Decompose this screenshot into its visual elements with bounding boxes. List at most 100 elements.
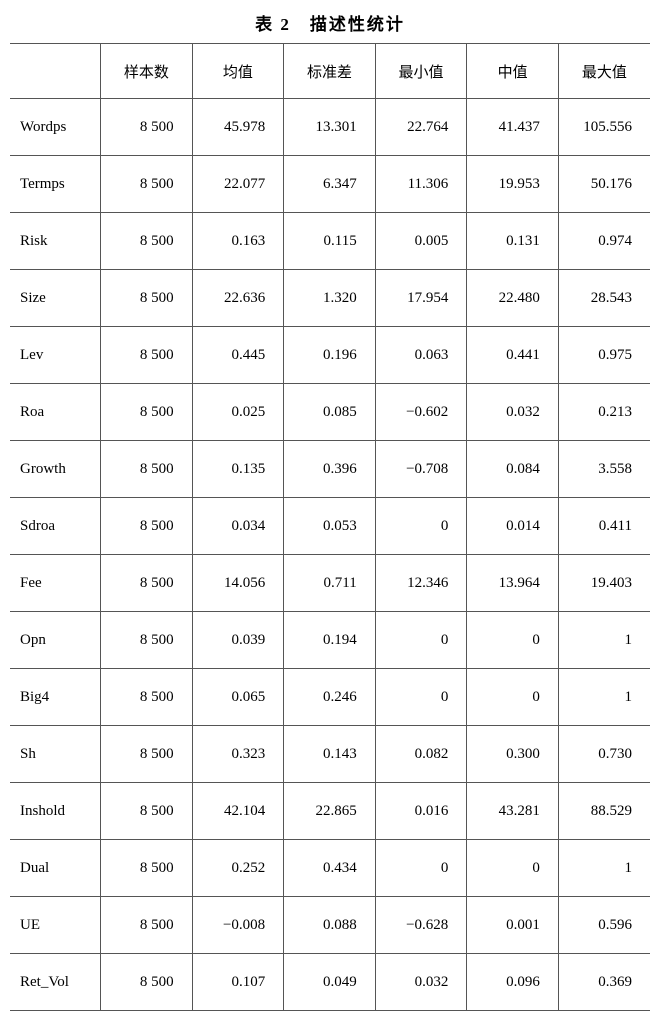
cell-value: 0.063: [375, 327, 467, 384]
row-label: Growth: [10, 441, 101, 498]
cell-value: 0.300: [467, 726, 559, 783]
cell-value: 43.281: [467, 783, 559, 840]
row-label: Termps: [10, 156, 101, 213]
table-row: Lev8 5000.4450.1960.0630.4410.975: [10, 327, 650, 384]
row-label: Sh: [10, 726, 101, 783]
cell-value: 41.437: [467, 99, 559, 156]
cell-value: 8 500: [101, 726, 193, 783]
cell-value: 0.032: [467, 384, 559, 441]
cell-value: 1: [558, 840, 650, 897]
cell-value: 1.320: [284, 270, 376, 327]
cell-value: 0.084: [467, 441, 559, 498]
table-row: Sh8 5000.3230.1430.0820.3000.730: [10, 726, 650, 783]
cell-value: 0.411: [558, 498, 650, 555]
cell-value: 0.441: [467, 327, 559, 384]
table-row: Big48 5000.0650.246001: [10, 669, 650, 726]
cell-value: 0.596: [558, 897, 650, 954]
cell-value: 3.558: [558, 441, 650, 498]
cell-value: 28.543: [558, 270, 650, 327]
cell-value: 0.032: [375, 954, 467, 1011]
cell-value: 0: [375, 498, 467, 555]
table-row: Dual8 5000.2520.434001: [10, 840, 650, 897]
header-col: 中值: [467, 44, 559, 99]
table-title: 表 2 描述性统计: [10, 10, 650, 35]
cell-value: 0.213: [558, 384, 650, 441]
cell-value: 8 500: [101, 441, 193, 498]
cell-value: 13.301: [284, 99, 376, 156]
cell-value: 0.143: [284, 726, 376, 783]
cell-value: 0.025: [192, 384, 284, 441]
cell-value: 8 500: [101, 897, 193, 954]
cell-value: 22.764: [375, 99, 467, 156]
cell-value: 19.403: [558, 555, 650, 612]
cell-value: 0.194: [284, 612, 376, 669]
cell-value: 0.005: [375, 213, 467, 270]
cell-value: 0.396: [284, 441, 376, 498]
row-label: UE: [10, 897, 101, 954]
cell-value: 0.445: [192, 327, 284, 384]
cell-value: 50.176: [558, 156, 650, 213]
cell-value: 8 500: [101, 783, 193, 840]
row-label: Size: [10, 270, 101, 327]
table-row: Ret_Vol8 5000.1070.0490.0320.0960.369: [10, 954, 650, 1011]
header-col: 最大值: [558, 44, 650, 99]
cell-value: 0.711: [284, 555, 376, 612]
row-label: Inshold: [10, 783, 101, 840]
row-label: Roa: [10, 384, 101, 441]
cell-value: 0.088: [284, 897, 376, 954]
cell-value: 8 500: [101, 954, 193, 1011]
header-col: 标准差: [284, 44, 376, 99]
cell-value: 0.014: [467, 498, 559, 555]
cell-value: 0.034: [192, 498, 284, 555]
cell-value: 22.865: [284, 783, 376, 840]
cell-value: −0.602: [375, 384, 467, 441]
cell-value: 22.636: [192, 270, 284, 327]
cell-value: 0.196: [284, 327, 376, 384]
cell-value: 0: [375, 840, 467, 897]
cell-value: 0.163: [192, 213, 284, 270]
cell-value: 8 500: [101, 99, 193, 156]
table-row: Opn8 5000.0390.194001: [10, 612, 650, 669]
cell-value: 17.954: [375, 270, 467, 327]
cell-value: 19.953: [467, 156, 559, 213]
cell-value: 0.135: [192, 441, 284, 498]
cell-value: 0.131: [467, 213, 559, 270]
cell-value: 12.346: [375, 555, 467, 612]
row-label: Lev: [10, 327, 101, 384]
cell-value: 0.323: [192, 726, 284, 783]
cell-value: 8 500: [101, 213, 193, 270]
table-row: Fee8 50014.0560.71112.34613.96419.403: [10, 555, 650, 612]
header-col: 最小值: [375, 44, 467, 99]
cell-value: 8 500: [101, 156, 193, 213]
cell-value: 8 500: [101, 555, 193, 612]
cell-value: 88.529: [558, 783, 650, 840]
cell-value: 0.115: [284, 213, 376, 270]
cell-value: 0: [375, 669, 467, 726]
cell-value: 0.001: [467, 897, 559, 954]
header-blank: [10, 44, 101, 99]
cell-value: 8 500: [101, 270, 193, 327]
cell-value: 13.964: [467, 555, 559, 612]
cell-value: 0.107: [192, 954, 284, 1011]
table-row: Inshold8 50042.10422.8650.01643.28188.52…: [10, 783, 650, 840]
cell-value: 22.077: [192, 156, 284, 213]
cell-value: 0.730: [558, 726, 650, 783]
cell-value: 0.252: [192, 840, 284, 897]
cell-value: 0.434: [284, 840, 376, 897]
cell-value: −0.708: [375, 441, 467, 498]
table-row: Wordps8 50045.97813.30122.76441.437105.5…: [10, 99, 650, 156]
cell-value: 0: [375, 612, 467, 669]
cell-value: 0: [467, 840, 559, 897]
table-row: Growth8 5000.1350.396−0.7080.0843.558: [10, 441, 650, 498]
table-row: Termps8 50022.0776.34711.30619.95350.176: [10, 156, 650, 213]
cell-value: 8 500: [101, 612, 193, 669]
cell-value: 0.082: [375, 726, 467, 783]
cell-value: 22.480: [467, 270, 559, 327]
table-row: Risk8 5000.1630.1150.0050.1310.974: [10, 213, 650, 270]
descriptive-stats-table: 样本数 均值 标准差 最小值 中值 最大值 Wordps8 50045.9781…: [10, 43, 650, 1011]
cell-value: 1: [558, 669, 650, 726]
cell-value: 0: [467, 669, 559, 726]
table-row: UE8 500−0.0080.088−0.6280.0010.596: [10, 897, 650, 954]
cell-value: 0.053: [284, 498, 376, 555]
cell-value: 8 500: [101, 327, 193, 384]
